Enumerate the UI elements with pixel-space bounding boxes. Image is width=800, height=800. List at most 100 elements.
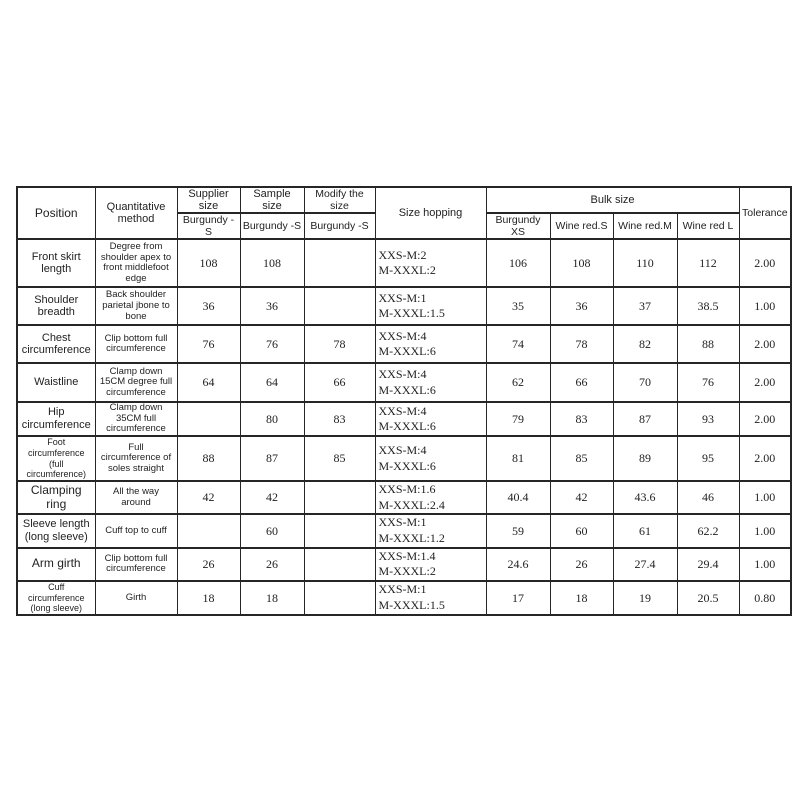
header-bulk-size: Bulk size (485, 185, 740, 215)
bulk-burgundy-xs-cell: 35 (485, 286, 551, 327)
modify-size-cell (303, 546, 376, 582)
subheader-bulk-burgundy-xs: Burgundy XS (485, 212, 551, 241)
hopping-line: M-XXXL:1.2 (378, 531, 445, 546)
subheader-bulk-wine-red-l: Wine red L (676, 212, 740, 241)
table-row-arm-girth: Arm girth Clip bottom full circumference… (16, 546, 792, 582)
sample-size-cell: 42 (239, 480, 305, 516)
position-cell: Cuff circumference (long sleeve) (16, 579, 96, 617)
sample-size-cell: 36 (239, 286, 305, 327)
header-modify-the-size: Modify the size (303, 185, 376, 215)
supplier-size-cell: 42 (176, 480, 241, 516)
bulk-wine-red-m-cell: 87 (612, 401, 678, 438)
tolerance-cell: 2.00 (738, 238, 792, 289)
hopping-line: M-XXXL:6 (378, 344, 436, 359)
hopping-line: M-XXXL:6 (378, 458, 436, 473)
hopping-line: M-XXXL:2 (378, 263, 436, 278)
sample-size-cell: 87 (239, 435, 305, 483)
method-cell: Back shoulder parietal jbone to bone (94, 286, 178, 327)
tolerance-cell: 2.00 (738, 435, 792, 483)
sample-size-cell: 76 (239, 324, 305, 365)
header-quantitative-method: Quantitative method (94, 185, 178, 241)
bulk-wine-red-m-cell: 70 (612, 362, 678, 404)
bulk-wine-red-l-cell: 93 (676, 401, 740, 438)
position-cell: Clamping ring (16, 480, 96, 516)
method-cell: All the way around (94, 480, 178, 516)
bulk-burgundy-xs-cell: 81 (485, 435, 551, 483)
position-cell: Chest circumference (16, 324, 96, 365)
supplier-size-cell (176, 513, 241, 549)
position-cell: Sleeve length (long sleeve) (16, 513, 96, 549)
table-row-cuff-circumference: Cuff circumference (long sleeve) Girth 1… (16, 579, 792, 617)
bulk-wine-red-l-cell: 95 (676, 435, 740, 483)
bulk-wine-red-l-cell: 112 (676, 238, 740, 289)
supplier-size-cell: 18 (176, 579, 241, 617)
bulk-wine-red-l-cell: 20.5 (676, 579, 740, 617)
bulk-wine-red-s-cell: 36 (549, 286, 614, 327)
hopping-line: M-XXXL:6 (378, 382, 436, 397)
bulk-wine-red-s-cell: 78 (549, 324, 614, 365)
position-cell: Front skirt length (16, 238, 96, 289)
modify-size-cell: 85 (303, 435, 376, 483)
hopping-line: M-XXXL:1.5 (378, 306, 445, 321)
table-row-clamping-ring: Clamping ring All the way around 42 42 X… (16, 480, 792, 516)
supplier-size-cell: 64 (176, 362, 241, 404)
method-cell: Girth (94, 579, 178, 617)
supplier-size-cell: 26 (176, 546, 241, 582)
table-row-chest-circumference: Chest circumference Clip bottom full cir… (16, 324, 792, 365)
bulk-wine-red-l-cell: 62.2 (676, 513, 740, 549)
tolerance-cell: 2.00 (738, 362, 792, 404)
modify-size-cell (303, 480, 376, 516)
method-cell: Degree from shoulder apex to front middl… (94, 238, 178, 289)
size-hopping-cell: XXS-M:4 M-XXXL:6 (374, 324, 487, 365)
modify-size-cell (303, 238, 376, 289)
method-cell: Clip bottom full circumference (94, 324, 178, 365)
header-row-top: Position Quantitative method Supplier si… (16, 185, 792, 241)
bulk-burgundy-xs-cell: 40.4 (485, 480, 551, 516)
hopping-line: XXS-M:1 (378, 515, 427, 530)
position-cell: Arm girth (16, 546, 96, 582)
size-hopping-cell: XXS-M:1.6 M-XXXL:2.4 (374, 480, 487, 516)
tolerance-cell: 1.00 (738, 546, 792, 582)
bulk-wine-red-s-cell: 60 (549, 513, 614, 549)
supplier-size-cell: 36 (176, 286, 241, 327)
bulk-wine-red-l-cell: 29.4 (676, 546, 740, 582)
modify-size-cell: 66 (303, 362, 376, 404)
supplier-size-cell: 88 (176, 435, 241, 483)
header-row-sub: Burgundy -S Burgundy -S Burgundy -S Burg… (17, 212, 791, 241)
bulk-wine-red-m-cell: 19 (612, 579, 678, 617)
bulk-wine-red-l-cell: 88 (676, 324, 740, 365)
size-hopping-cell: XXS-M:4 M-XXXL:6 (374, 435, 487, 483)
size-hopping-cell: XXS-M:1 M-XXXL:1.5 (374, 286, 487, 327)
method-cell: Clamp down 35CM full circumference (94, 401, 178, 438)
size-hopping-cell: XXS-M:4 M-XXXL:6 (374, 362, 487, 404)
modify-size-cell (303, 513, 376, 549)
position-cell: Foot circumference (full circumference) (16, 435, 96, 483)
table-row-shoulder-breadth: Shoulder breadth Back shoulder parietal … (16, 286, 792, 327)
supplier-size-cell: 108 (176, 238, 241, 289)
hopping-line: XXS-M:4 (378, 443, 427, 458)
table-row-front-skirt-length: Front skirt length Degree from shoulder … (16, 238, 792, 289)
bulk-wine-red-l-cell: 38.5 (676, 286, 740, 327)
table-row-foot-circumference: Foot circumference (full circumference) … (16, 435, 792, 483)
tolerance-cell: 1.00 (738, 480, 792, 516)
bulk-wine-red-l-cell: 46 (676, 480, 740, 516)
subheader-bulk-wine-red-m: Wine red.M (612, 212, 678, 241)
hopping-line: M-XXXL:6 (378, 419, 436, 434)
sample-size-cell: 108 (239, 238, 305, 289)
bulk-wine-red-s-cell: 83 (549, 401, 614, 438)
sample-size-cell: 18 (239, 579, 305, 617)
modify-size-cell (303, 286, 376, 327)
hopping-line: XXS-M:2 (378, 247, 427, 262)
size-hopping-cell: XXS-M:1 M-XXXL:1.2 (374, 513, 487, 549)
modify-size-cell: 78 (303, 324, 376, 365)
position-cell: Waistline (16, 362, 96, 404)
modify-size-cell: 83 (303, 401, 376, 438)
method-cell: Cuff top to cuff (94, 513, 178, 549)
tolerance-cell: 2.00 (738, 324, 792, 365)
bulk-wine-red-s-cell: 42 (549, 480, 614, 516)
bulk-burgundy-xs-cell: 106 (485, 238, 551, 289)
subheader-sample-burgundy-s: Burgundy -S (239, 212, 305, 241)
tolerance-cell: 0.80 (738, 579, 792, 617)
sample-size-cell: 64 (239, 362, 305, 404)
bulk-wine-red-m-cell: 89 (612, 435, 678, 483)
